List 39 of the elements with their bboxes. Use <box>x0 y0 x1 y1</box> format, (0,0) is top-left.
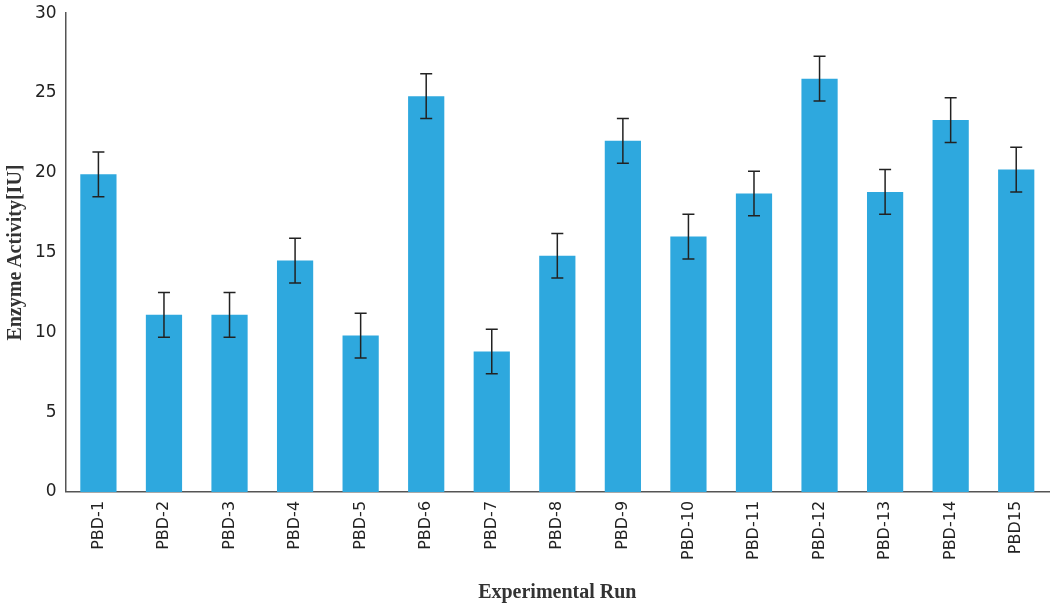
x-tick-label: PBD-11 <box>743 500 763 560</box>
x-tick-label: PBD-6 <box>415 500 435 550</box>
bar <box>735 193 773 492</box>
x-tick-label: PBD-1 <box>87 500 107 550</box>
bar <box>539 255 576 492</box>
bar <box>604 140 641 492</box>
bar <box>211 314 248 492</box>
y-axis-title: Enzyme Activity[IU] <box>3 164 27 341</box>
bar <box>932 120 969 492</box>
bar <box>867 191 904 492</box>
bar <box>342 335 379 492</box>
x-tick-label: PBD-14 <box>939 500 959 560</box>
x-tick-label: PBD-4 <box>284 500 304 550</box>
x-tick-label: PBD15 <box>1005 500 1025 555</box>
y-tick-label: 10 <box>34 320 57 341</box>
x-axis-title: Experimental Run <box>478 580 637 604</box>
y-tick-label: 15 <box>34 240 57 261</box>
bar <box>801 78 838 492</box>
x-tick-label: PBD-13 <box>874 500 894 560</box>
bar <box>473 351 510 492</box>
x-tick-label: PBD-7 <box>480 500 500 550</box>
x-tick-label: PBD-8 <box>546 500 566 550</box>
x-tick-label: PBD-12 <box>808 500 828 560</box>
x-tick-label: PBD-3 <box>218 500 238 550</box>
bar <box>80 174 117 492</box>
bar <box>670 236 707 492</box>
bar <box>408 96 445 492</box>
bar <box>998 169 1035 492</box>
y-tick-label: 30 <box>34 1 57 22</box>
x-tick-label: PBD-9 <box>612 500 632 550</box>
x-tick-label: PBD-2 <box>153 500 173 550</box>
y-tick-label: 25 <box>34 81 57 102</box>
x-tick-label: PBD-10 <box>677 500 697 560</box>
bar <box>276 260 314 492</box>
y-tick-label: 0 <box>45 480 57 501</box>
bar <box>145 314 183 492</box>
x-tick-label: PBD-5 <box>349 500 369 550</box>
y-tick-label: 5 <box>45 400 57 421</box>
y-tick-label: 20 <box>34 161 57 182</box>
